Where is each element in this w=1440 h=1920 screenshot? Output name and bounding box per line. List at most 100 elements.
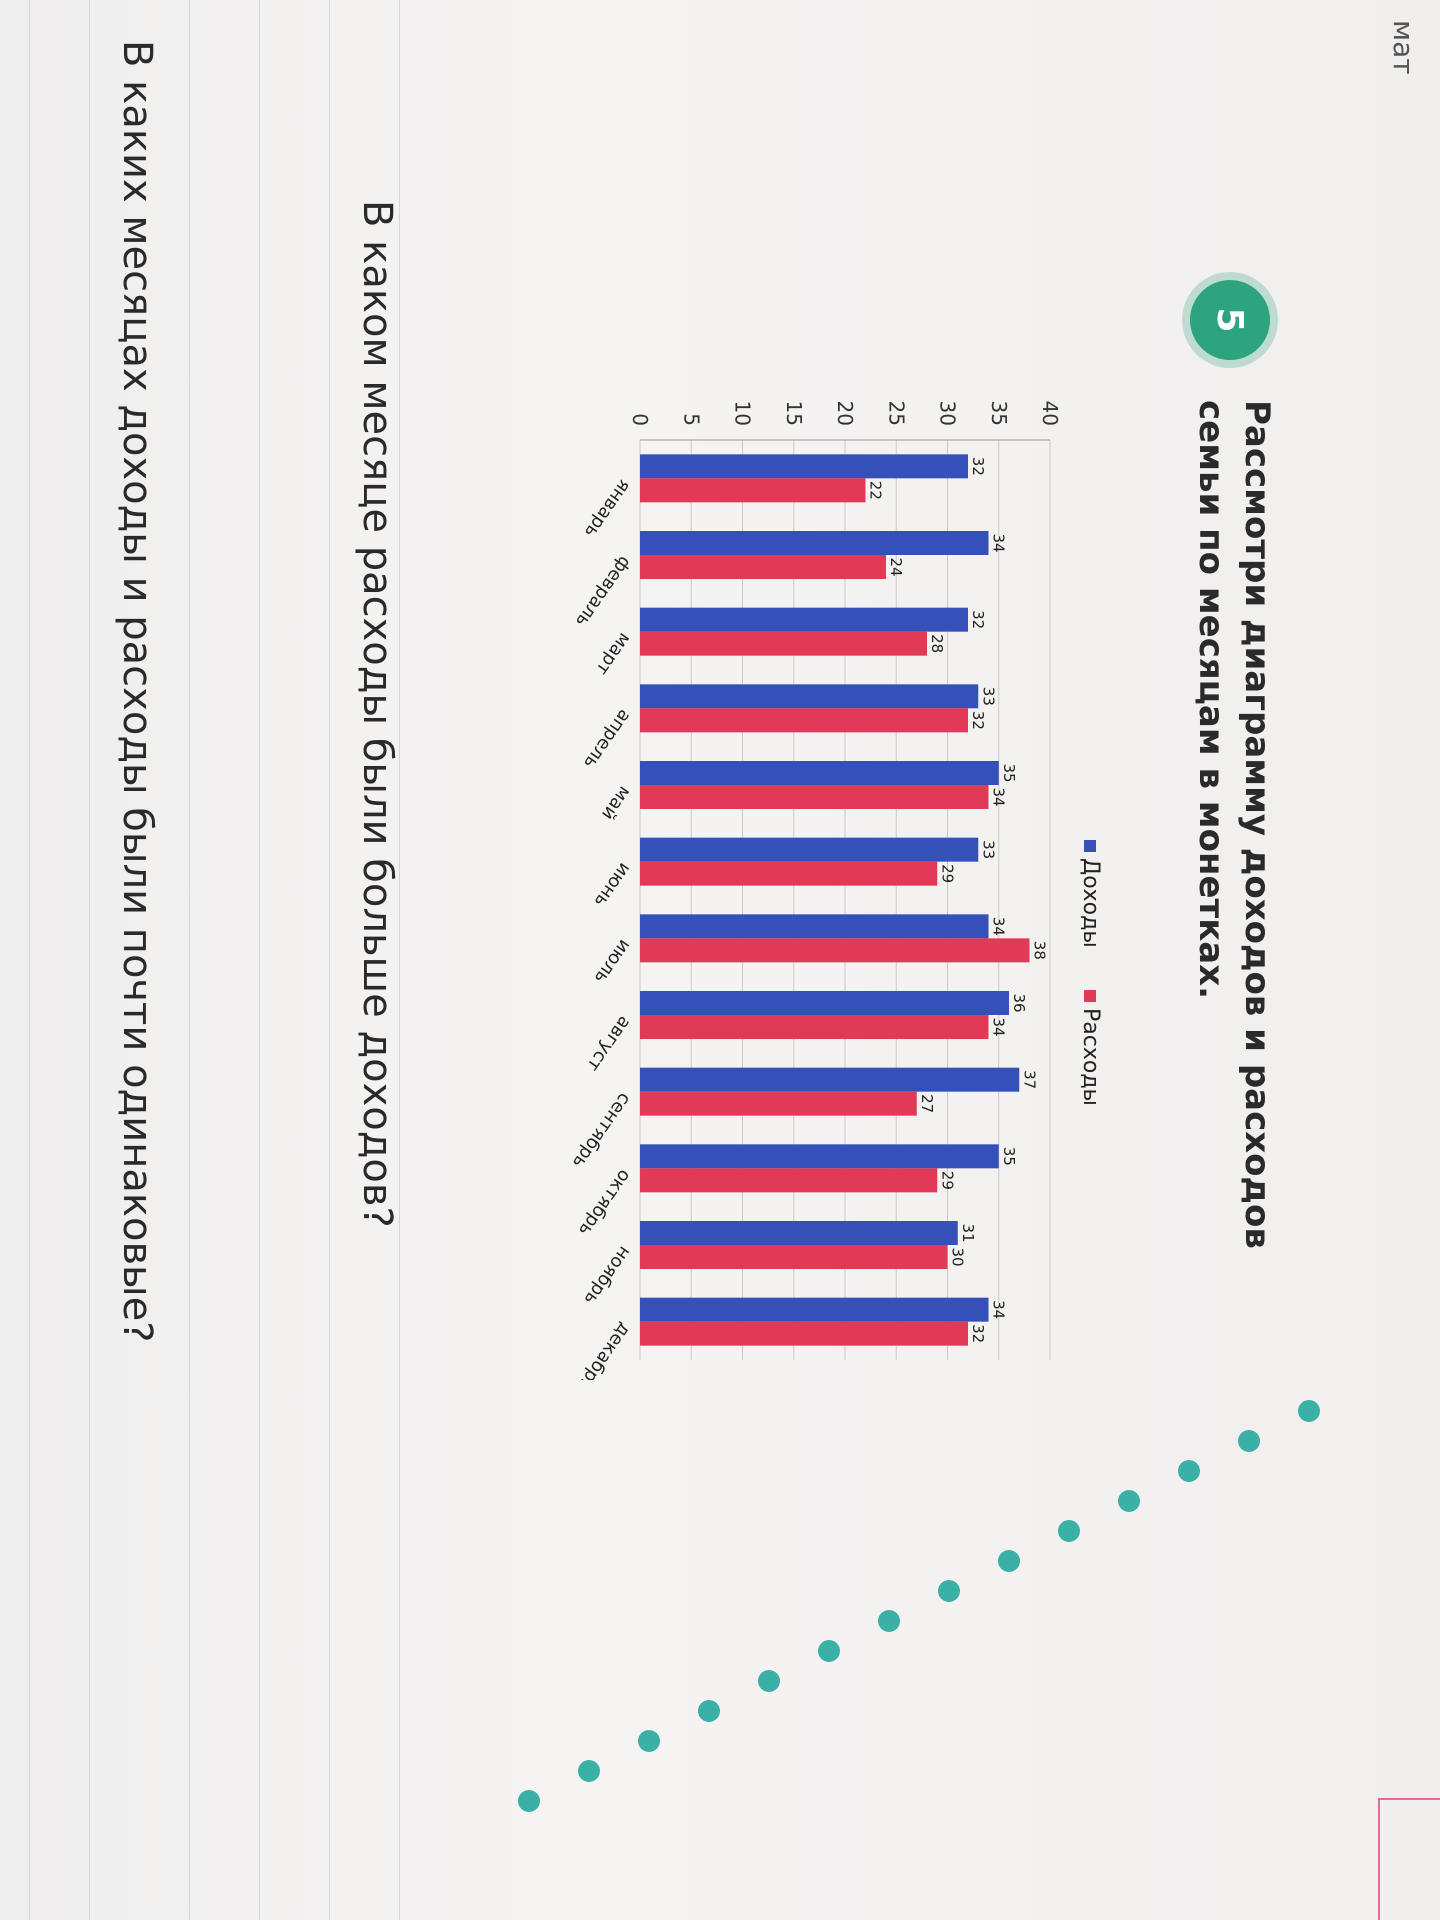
bar-income xyxy=(640,531,989,555)
data-label: 32 xyxy=(969,711,987,730)
task-number: 5 xyxy=(1209,307,1251,333)
y-tick-label: 30 xyxy=(936,401,960,426)
decorative-dot xyxy=(638,1730,660,1752)
decorative-dot xyxy=(1058,1520,1080,1542)
y-tick-label: 40 xyxy=(1038,401,1062,426)
x-tick-label: май xyxy=(597,782,635,824)
y-tick-label: 35 xyxy=(987,401,1011,426)
bar-income xyxy=(640,914,989,939)
bar-income xyxy=(640,1144,999,1169)
y-tick-label: 15 xyxy=(782,401,806,426)
bar-expense xyxy=(640,631,927,656)
data-label: 32 xyxy=(969,457,987,476)
bar-expense xyxy=(640,861,938,886)
table-edge xyxy=(1378,1798,1440,1920)
y-tick-label: 20 xyxy=(833,401,857,426)
x-tick-label: январь xyxy=(580,475,635,541)
ruled-line xyxy=(189,0,190,1920)
data-label: 28 xyxy=(928,634,946,653)
bar-expense xyxy=(640,1015,989,1039)
bar-income xyxy=(640,684,979,709)
data-label: 35 xyxy=(1000,1147,1018,1166)
decorative-dot xyxy=(698,1700,720,1722)
ruled-line xyxy=(29,0,30,1920)
bar-income xyxy=(640,1067,1020,1092)
edge-label: мат xyxy=(1387,20,1420,75)
decorative-dot xyxy=(758,1670,780,1692)
decorative-dot xyxy=(818,1640,840,1662)
decorative-dot xyxy=(1118,1490,1140,1512)
bar-income xyxy=(640,837,979,862)
data-label: 24 xyxy=(887,557,905,576)
bar-expense xyxy=(640,708,968,733)
x-tick-label: декабрь xyxy=(573,1319,635,1380)
decorative-dot xyxy=(578,1760,600,1782)
bar-income xyxy=(640,1297,989,1322)
data-label: 31 xyxy=(959,1223,977,1242)
data-label: 22 xyxy=(867,481,885,500)
data-label: 36 xyxy=(1010,993,1028,1012)
data-label: 33 xyxy=(979,840,997,859)
y-tick-label: 0 xyxy=(628,413,652,426)
bar-income xyxy=(640,607,968,632)
bar-expense xyxy=(640,1321,968,1346)
y-tick-label: 10 xyxy=(731,401,755,426)
legend-label: Расходы xyxy=(1078,1008,1103,1106)
data-label: 32 xyxy=(969,1324,987,1343)
question-2: В каких месяцах доходы и расходы были по… xyxy=(114,40,160,1343)
question-1: В каком месяце расходы были больше доход… xyxy=(354,200,400,1228)
income-expense-bar-chart: 0 5 10 15 20 25 30 35 40 Доходы Расходы 32 22 январь 3… xyxy=(568,401,1103,1380)
data-label: 33 xyxy=(979,687,997,706)
x-tick-label: август xyxy=(582,1012,635,1075)
data-label: 38 xyxy=(1031,941,1049,960)
x-tick-label: март xyxy=(591,629,635,679)
data-label: 34 xyxy=(990,533,1008,552)
bar-expense xyxy=(640,555,886,579)
decorative-dot xyxy=(1178,1460,1200,1482)
x-tick-label: сентябрь xyxy=(568,1089,635,1172)
bar-income xyxy=(640,761,999,785)
data-label: 29 xyxy=(938,864,956,883)
y-tick-label: 25 xyxy=(884,401,908,426)
y-tick-label: 5 xyxy=(679,413,703,426)
legend-swatch xyxy=(1084,990,1096,1002)
data-label: 35 xyxy=(1000,763,1018,782)
bar-expense xyxy=(640,1245,948,1269)
x-tick-label: февраль xyxy=(571,552,635,631)
ruled-line xyxy=(329,0,330,1920)
x-tick-label: апрель xyxy=(579,705,635,772)
bar-expense xyxy=(640,938,1030,963)
ruled-line xyxy=(259,0,260,1920)
bar-expense xyxy=(640,1168,938,1193)
x-tick-label: ноябрь xyxy=(580,1242,635,1309)
bar-expense xyxy=(640,1091,917,1116)
data-label: 27 xyxy=(918,1094,936,1113)
data-label: 34 xyxy=(990,1300,1008,1319)
data-label: 30 xyxy=(949,1247,967,1266)
decorative-dot xyxy=(1298,1400,1320,1422)
decorative-dot xyxy=(518,1790,540,1812)
data-label: 34 xyxy=(990,1017,1008,1036)
x-tick-label: июнь xyxy=(590,859,635,911)
x-tick-label: июль xyxy=(590,935,635,987)
x-tick-label: октябрь xyxy=(574,1165,635,1240)
decorative-dot xyxy=(938,1580,960,1602)
decorative-dot xyxy=(1238,1430,1260,1452)
task-title: Рассмотри диаграмму доходов и расходов с… xyxy=(1191,400,1277,1249)
bar-income xyxy=(640,991,1009,1015)
legend-swatch xyxy=(1084,840,1096,852)
bar-expense xyxy=(640,785,989,809)
data-label: 32 xyxy=(969,610,987,629)
data-label: 29 xyxy=(938,1171,956,1190)
task-number-badge: 5 xyxy=(1190,280,1270,360)
bar-income xyxy=(640,1221,958,1245)
legend-label: Доходы xyxy=(1078,858,1103,948)
decorative-dot xyxy=(998,1550,1020,1572)
data-label: 34 xyxy=(990,917,1008,936)
data-label: 37 xyxy=(1020,1070,1038,1089)
decorative-dot xyxy=(878,1610,900,1632)
data-label: 34 xyxy=(990,787,1008,806)
ruled-line xyxy=(89,0,90,1920)
